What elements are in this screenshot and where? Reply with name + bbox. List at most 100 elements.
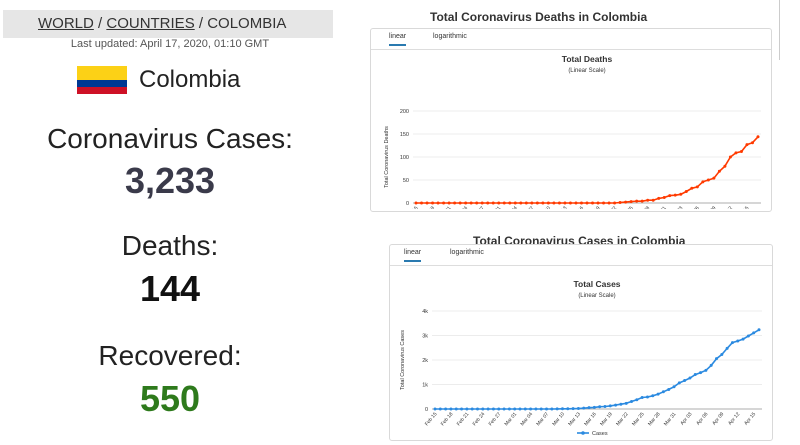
deaths-data-point xyxy=(695,185,699,189)
cases-data-point xyxy=(529,407,533,411)
deaths-data-point xyxy=(673,193,677,197)
deaths-data-point xyxy=(602,201,606,205)
cases-data-point xyxy=(725,346,729,350)
deaths-data-point xyxy=(591,201,595,205)
deaths-data-point xyxy=(464,201,468,205)
recovered-label: Recovered: xyxy=(98,340,242,371)
cases-data-point xyxy=(603,405,607,409)
deaths-label: Deaths: xyxy=(121,230,219,261)
cases-y-axis-label: Total Coronavirus Cases xyxy=(400,330,406,390)
deaths-data-point xyxy=(497,201,501,205)
deaths-data-point xyxy=(486,201,490,205)
deaths-x-tick-label: Mar 31 xyxy=(653,205,668,209)
deaths-y-tick-label: 50 xyxy=(403,178,409,184)
cases-data-point xyxy=(672,385,676,389)
deaths-data-point xyxy=(579,201,583,205)
cases-data-point xyxy=(475,407,479,411)
cases-y-tick-label: 4k xyxy=(422,309,428,315)
cases-data-point xyxy=(688,376,692,380)
cases-data-point xyxy=(539,407,543,411)
cases-data-point xyxy=(460,407,464,411)
tab-logarithmic[interactable]: logarithmic xyxy=(450,249,484,256)
cases-data-point xyxy=(656,392,660,396)
cases-x-tick-label: Mar 22 xyxy=(615,411,630,427)
cases-data-point xyxy=(550,407,554,411)
cases-x-tick-label: Mar 25 xyxy=(631,411,646,427)
cases-data-point xyxy=(523,407,527,411)
deaths-x-tick-label: Feb 21 xyxy=(438,205,453,209)
cases-x-tick-label: Mar 19 xyxy=(599,411,614,427)
cases-data-point xyxy=(677,381,681,385)
deaths-data-point xyxy=(436,201,440,205)
cases-x-tick-label: Feb 27 xyxy=(488,411,503,427)
deaths-x-tick-label: Mar 10 xyxy=(537,205,552,209)
cases-data-point xyxy=(709,363,713,367)
deaths-y-axis-label: Total Coronavirus Deaths xyxy=(384,126,390,188)
deaths-x-tick-label: Apr 09 xyxy=(703,205,717,209)
cases-data-point xyxy=(438,407,442,411)
cases-x-tick-label: Mar 28 xyxy=(647,411,662,427)
cases-label: Coronavirus Cases: xyxy=(47,123,293,154)
cases-data-point xyxy=(752,331,756,335)
cases-data-point xyxy=(433,407,437,411)
cases-chart-box: linear logarithmic Total Cases (Linear Sc… xyxy=(389,244,773,441)
cases-data-point xyxy=(757,328,761,332)
deaths-data-point xyxy=(513,201,517,205)
deaths-data-point xyxy=(431,201,435,205)
cases-x-tick-label: Apr 03 xyxy=(679,411,693,426)
deaths-chart: Total Deaths (Linear Scale) Total Coronavi… xyxy=(384,54,761,209)
cases-data-point xyxy=(449,407,453,411)
cases-x-tick-label: Apr 06 xyxy=(695,411,709,426)
deaths-data-point xyxy=(635,199,639,203)
cases-data-point xyxy=(640,395,644,399)
cases-data-point xyxy=(630,400,634,404)
deaths-data-point xyxy=(469,201,473,205)
deaths-tabs: linear logarithmic xyxy=(371,29,771,50)
cases-data-point xyxy=(608,404,612,408)
cases-y-tick-label: 2k xyxy=(422,358,428,364)
cases-data-point xyxy=(470,407,474,411)
cases-value: 3,233 xyxy=(124,160,216,201)
cases-data-point xyxy=(741,337,745,341)
breadcrumb-world-link[interactable]: WORLD xyxy=(38,15,94,32)
deaths-data-point xyxy=(657,196,661,200)
deaths-data-point xyxy=(734,151,738,155)
country-header: Colombia xyxy=(77,64,240,96)
scroll-divider xyxy=(779,0,780,60)
deaths-data-point xyxy=(624,200,628,204)
deaths-data-point xyxy=(508,201,512,205)
deaths-data-point xyxy=(563,201,567,205)
cases-data-point xyxy=(545,407,549,411)
cases-data-point xyxy=(582,406,586,410)
deaths-x-tick-label: Mar 19 xyxy=(587,205,602,209)
cases-x-tick-label: Feb 15 xyxy=(424,411,439,427)
deaths-panel-title: Total Coronavirus Deaths in Colombia xyxy=(430,10,648,24)
deaths-x-tick-label: Feb 27 xyxy=(471,205,486,209)
tab-linear[interactable]: linear xyxy=(404,249,422,262)
cases-x-tick-label: Mar 31 xyxy=(663,411,678,427)
deaths-data-point xyxy=(690,186,694,190)
deaths-chart-title: Total Deaths xyxy=(562,54,613,64)
cases-data-point xyxy=(746,334,750,338)
deaths-data-point xyxy=(557,201,561,205)
last-updated: Last updated: April 17, 2020, 01:10 GMT xyxy=(70,38,270,50)
deaths-data-point xyxy=(684,190,688,193)
deaths-x-tick-label: Mar 16 xyxy=(570,205,585,209)
deaths-data-point xyxy=(679,192,683,196)
tab-logarithmic[interactable]: logarithmic xyxy=(433,33,467,40)
tab-linear[interactable]: linear xyxy=(389,33,407,46)
deaths-data-point xyxy=(574,201,578,205)
deaths-data-point xyxy=(442,201,446,205)
cases-data-point xyxy=(502,407,506,411)
breadcrumb: WORLD / COUNTRIES / COLOMBIA xyxy=(3,10,333,38)
cases-data-point xyxy=(576,406,580,410)
deaths-data-point xyxy=(717,169,721,173)
deaths-data-point xyxy=(524,201,528,205)
breadcrumb-countries-link[interactable]: COUNTRIES xyxy=(106,15,195,32)
deaths-chart-subtitle: (Linear Scale) xyxy=(568,68,605,74)
cases-x-tick-label: Feb 21 xyxy=(456,411,471,427)
deaths-x-tick-label: Apr 15 xyxy=(736,205,750,209)
deaths-x-tick-label: Mar 22 xyxy=(604,205,619,209)
deaths-x-tick-label: Mar 07 xyxy=(521,205,536,209)
deaths-data-point xyxy=(480,201,484,205)
